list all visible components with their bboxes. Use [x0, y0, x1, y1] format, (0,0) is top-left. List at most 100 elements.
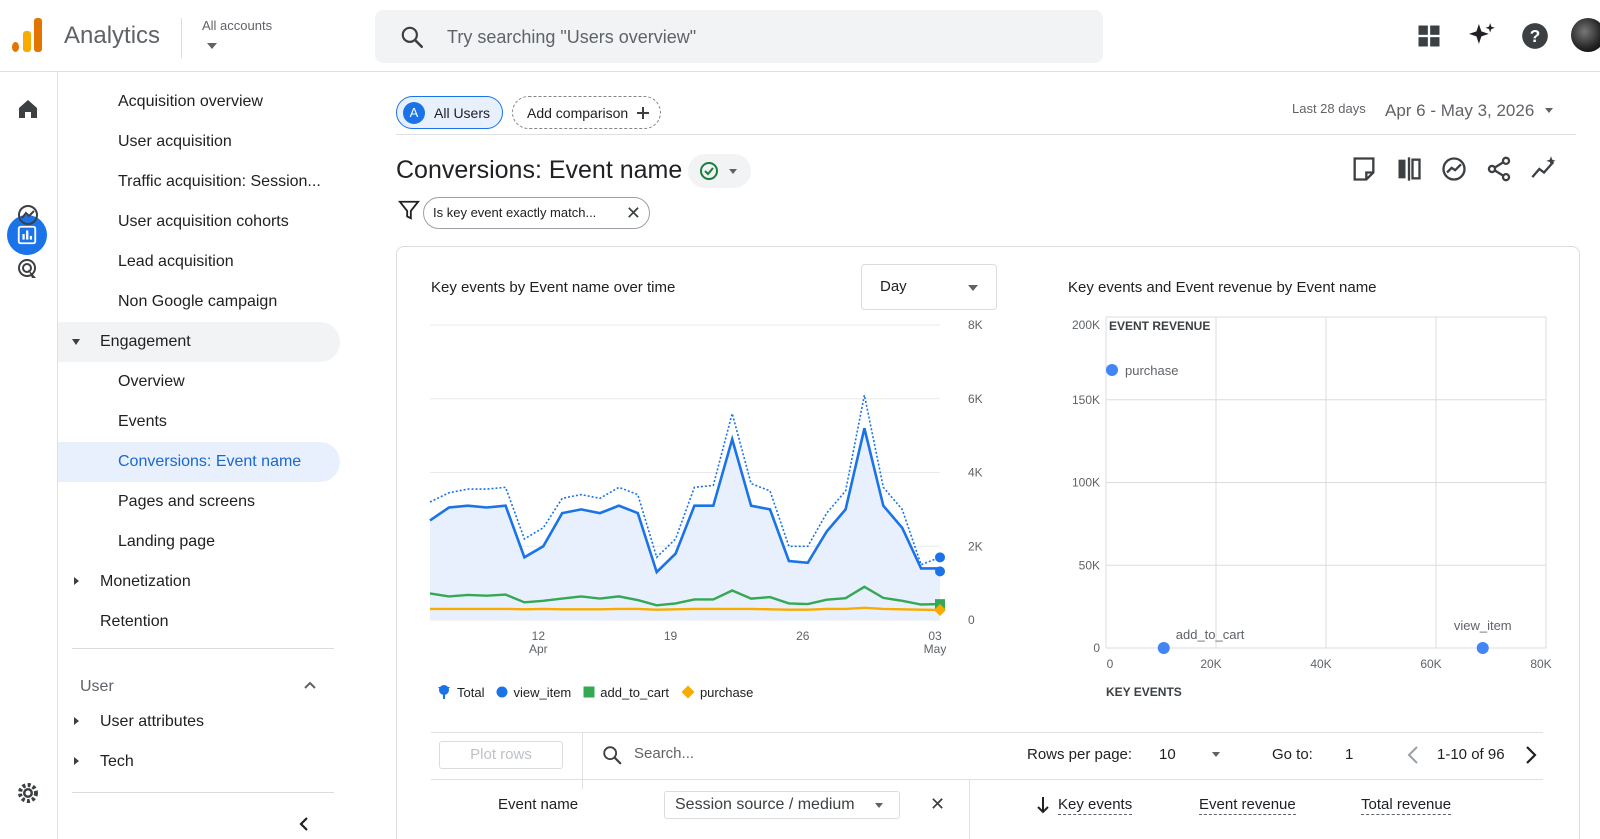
scatter-point-add-to-cart[interactable]: add_to_cart	[1157, 627, 1245, 654]
nav-group-engagement[interactable]: Engagement	[58, 322, 340, 362]
avatar[interactable]	[1571, 18, 1600, 52]
series-line-total	[429, 394, 941, 566]
table-search-input[interactable]: Search...	[634, 745, 695, 762]
line-chart[interactable]: 0 2K 4K 6K 8K 12 Apr 19 26 03 May	[420, 315, 1010, 675]
filter-icon[interactable]	[398, 199, 420, 221]
point-label: add_to_cart	[1176, 627, 1245, 642]
explore-icon[interactable]	[13, 200, 43, 230]
search-placeholder[interactable]: Try searching "Users overview"	[447, 27, 697, 47]
column-header-total-revenue[interactable]: Total revenue	[1361, 796, 1452, 815]
diamond-marker-icon	[681, 685, 695, 699]
chevron-left-icon[interactable]	[1406, 745, 1420, 765]
chevron-right-icon	[74, 717, 79, 725]
y-tick-label: 50K	[1079, 558, 1100, 572]
legend-label: view_item	[513, 684, 572, 700]
nav-non-google-campaign[interactable]: Non Google campaign	[118, 293, 278, 310]
nav-landing-page[interactable]: Landing page	[118, 533, 215, 550]
add-comparison-button[interactable]: Add comparison	[512, 96, 661, 129]
analytics-logo[interactable]	[12, 18, 44, 52]
chevron-down-icon[interactable]	[207, 43, 217, 49]
nav-section-user[interactable]: User	[80, 678, 114, 695]
chevron-right-icon[interactable]	[1524, 745, 1538, 765]
column-header-key-events[interactable]: Key events	[1058, 796, 1133, 815]
x-tick-label: 40K	[1310, 657, 1331, 671]
nav-user-acquisition[interactable]: User acquisition	[118, 133, 232, 150]
close-icon[interactable]: ✕	[930, 794, 946, 814]
circle-marker-icon	[496, 686, 508, 698]
line-chart-legend: Total view_item add_to_cart purchase	[436, 684, 753, 700]
granularity-value: Day	[880, 278, 907, 295]
reports-icon[interactable]	[12, 220, 42, 250]
segment-label: All Users	[434, 104, 491, 121]
point-label: purchase	[1125, 363, 1178, 378]
compare-icon[interactable]	[1395, 155, 1423, 183]
settings-icon[interactable]	[13, 778, 43, 808]
chevron-up-icon[interactable]	[303, 680, 317, 690]
plot-rows-button[interactable]: Plot rows	[439, 741, 563, 769]
scatter-chart-title: Key events and Event revenue by Event na…	[1068, 279, 1377, 296]
nav-engagement-overview[interactable]: Overview	[118, 373, 185, 390]
insights-icon[interactable]	[1440, 155, 1468, 183]
chevron-down-icon[interactable]	[1545, 108, 1553, 113]
legend-item-purchase[interactable]: purchase	[681, 685, 753, 700]
pagination-status: 1-10 of 96	[1437, 746, 1505, 763]
rows-per-page-value[interactable]: 10	[1159, 746, 1176, 763]
nav-acquisition-overview[interactable]: Acquisition overview	[118, 93, 263, 110]
divider	[969, 779, 970, 839]
square-marker-icon	[583, 686, 595, 698]
chevron-down-icon[interactable]	[1212, 752, 1220, 757]
nav-lead-acquisition[interactable]: Lead acquisition	[118, 253, 234, 270]
nav-group-user-attributes[interactable]: User attributes	[58, 702, 338, 742]
filter-chip[interactable]: Is key event exactly match... ✕	[423, 197, 650, 229]
search-bar[interactable]: Try searching "Users overview"	[375, 10, 1103, 63]
date-range-value[interactable]: Apr 6 - May 3, 2026	[1385, 101, 1535, 120]
close-icon[interactable]: ✕	[625, 203, 641, 223]
nav-group-label: Engagement	[100, 333, 191, 350]
collapse-sidebar-icon[interactable]	[298, 816, 310, 832]
secondary-dimension-select[interactable]: Session source / medium	[664, 791, 900, 819]
legend-item-view-item[interactable]: view_item	[496, 685, 571, 700]
column-header-event-revenue[interactable]: Event revenue	[1199, 796, 1296, 815]
legend-label: add_to_cart	[600, 684, 669, 700]
date-preset-label[interactable]: Last 28 days	[1292, 101, 1366, 116]
scatter-point-purchase[interactable]: purchase	[1106, 363, 1178, 378]
series-line-purchase	[430, 606, 941, 612]
nav-retention[interactable]: Retention	[100, 613, 169, 630]
y-axis-label: EVENT REVENUE	[1109, 319, 1210, 333]
nav-user-acquisition-cohorts[interactable]: User acquisition cohorts	[118, 213, 289, 230]
comparison-all-users-chip[interactable]: A All Users	[396, 96, 503, 129]
x-tick-label: 80K	[1530, 657, 1551, 671]
help-icon[interactable]: ?	[1521, 22, 1549, 50]
nav-conversions-event-name[interactable]: Conversions: Event name	[58, 442, 340, 482]
legend-item-total[interactable]: Total	[436, 684, 484, 700]
account-selector-label[interactable]: All accounts	[202, 18, 273, 33]
apps-grid-icon[interactable]	[1415, 22, 1443, 50]
app-title[interactable]: Analytics	[64, 22, 161, 49]
nav-group-label: Tech	[100, 753, 134, 770]
nav-group-monetization[interactable]: Monetization	[58, 562, 338, 602]
home-icon[interactable]	[13, 94, 43, 124]
x-tick-label: 0	[1107, 657, 1114, 671]
legend-item-add-to-cart[interactable]: add_to_cart	[583, 685, 669, 700]
x-tick-label: 26	[796, 629, 810, 643]
view-item-endpoint-marker	[935, 566, 945, 577]
customize-report-icon[interactable]	[1350, 155, 1378, 183]
divider	[181, 18, 182, 58]
line-chart-title: Key events by Event name over time	[431, 279, 676, 296]
scatter-point-view-item[interactable]: view_item	[1454, 618, 1512, 654]
column-header-event-name[interactable]: Event name	[498, 796, 579, 813]
y-tick-label: 200K	[1072, 318, 1100, 332]
scatter-chart[interactable]: 0 50K 100K 150K 200K 0 20K 40K 60K 80K EVENT REVE…	[1060, 315, 1560, 705]
sort-descending-icon[interactable]	[1036, 796, 1050, 814]
nav-traffic-acquisition[interactable]: Traffic acquisition: Session...	[118, 173, 321, 190]
nav-group-tech[interactable]: Tech	[58, 742, 338, 782]
granularity-select[interactable]: Day	[861, 264, 997, 310]
goto-page-input[interactable]: 1	[1345, 746, 1354, 763]
trend-sparkle-icon[interactable]	[1530, 155, 1558, 183]
nav-events[interactable]: Events	[118, 413, 167, 430]
nav-pages-and-screens[interactable]: Pages and screens	[118, 493, 255, 510]
share-icon[interactable]	[1485, 155, 1513, 183]
advertising-icon[interactable]	[13, 254, 43, 284]
sparkle-icon[interactable]	[1468, 22, 1496, 50]
report-status-badge[interactable]	[688, 154, 751, 188]
